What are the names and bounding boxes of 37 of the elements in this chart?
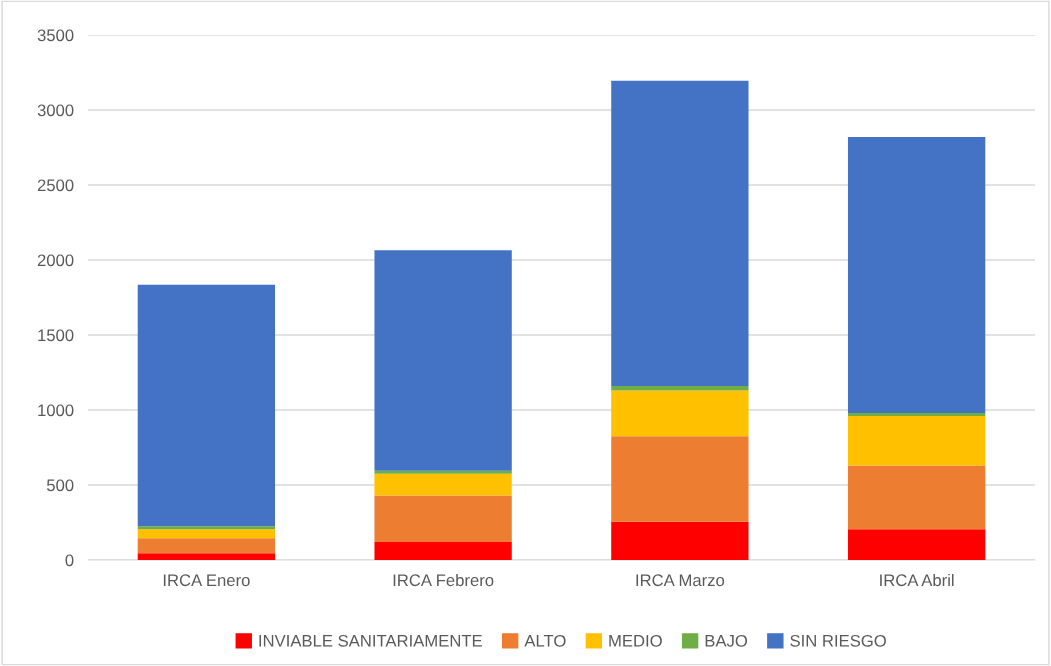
bar bbox=[137, 529, 276, 539]
legend-label: MEDIO bbox=[609, 634, 662, 647]
bar bbox=[137, 526, 276, 530]
bar bbox=[374, 250, 512, 471]
legend-label: SIN RIESGO bbox=[790, 634, 886, 647]
x-tick-label: IRCA Abril bbox=[880, 573, 954, 587]
y-tick-label: 1500 bbox=[38, 329, 74, 342]
bar bbox=[374, 473, 512, 496]
bar bbox=[611, 390, 749, 437]
bar bbox=[847, 413, 986, 416]
bar bbox=[137, 553, 276, 560]
y-tick-label: 500 bbox=[46, 479, 74, 492]
x-tick-label: IRCA Enero bbox=[163, 574, 250, 587]
y-tick-label: 2500 bbox=[37, 179, 74, 192]
y-tick-label: 3000 bbox=[37, 104, 74, 117]
bar bbox=[847, 465, 986, 530]
bar bbox=[611, 436, 749, 522]
y-tick-label: 2000 bbox=[37, 254, 74, 267]
x-tick-label: IRCA Marzo bbox=[636, 574, 725, 587]
bar bbox=[374, 542, 512, 560]
y-tick-label: 3500 bbox=[37, 29, 74, 42]
bar bbox=[847, 529, 986, 560]
x-tick-label: IRCA Febrero bbox=[393, 573, 494, 587]
bar bbox=[847, 416, 986, 466]
legend-label: ALTO bbox=[524, 634, 566, 647]
bar bbox=[611, 386, 749, 391]
bar bbox=[847, 137, 986, 413]
bar bbox=[611, 80, 749, 386]
bar bbox=[374, 495, 512, 542]
bar bbox=[611, 521, 749, 560]
y-tick-label: 0 bbox=[65, 554, 74, 567]
bar bbox=[137, 284, 276, 527]
bar bbox=[374, 470, 512, 474]
legend-label: INVIABLE SANITARIAMENTE bbox=[259, 634, 482, 647]
bar bbox=[137, 538, 276, 554]
legend-label: BAJO bbox=[705, 634, 748, 647]
y-tick-label: 1000 bbox=[38, 404, 74, 417]
